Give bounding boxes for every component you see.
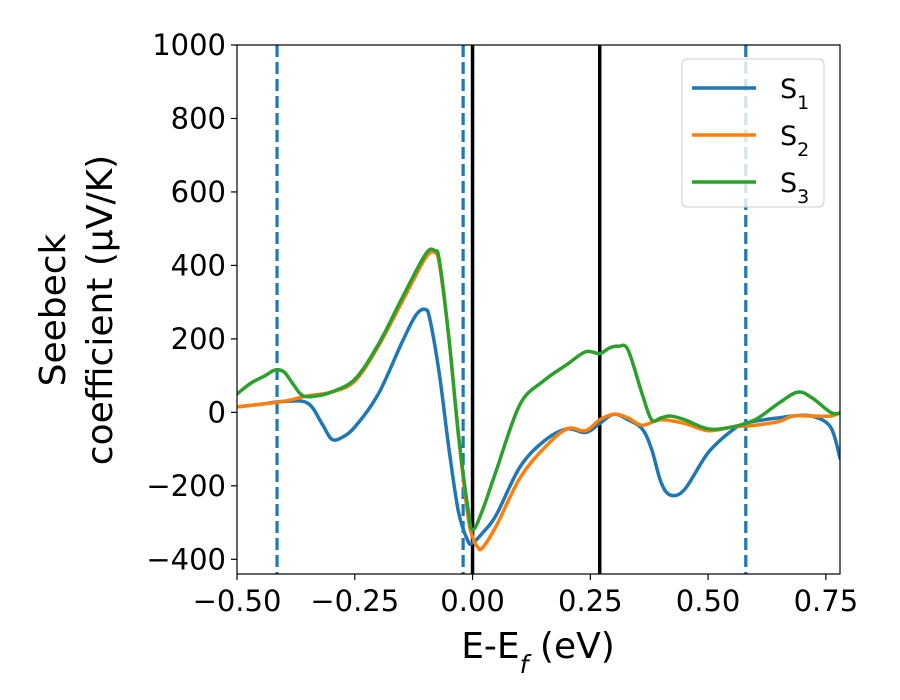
series-line-s2: [237, 249, 840, 552]
y-axis-label-line1: Seebeck: [33, 233, 74, 386]
y-tick-label: 1000: [152, 28, 226, 62]
y-tick-label: 800: [171, 101, 226, 135]
legend: S1 S2 S3: [681, 58, 825, 208]
x-tick-label: 0.50: [676, 584, 741, 618]
legend-label-s2: S2: [780, 121, 809, 161]
y-tick-label: −200: [146, 469, 226, 503]
plot-frame: [236, 44, 841, 575]
legend-label-s3: S3: [780, 168, 809, 208]
series-lines: [237, 247, 840, 552]
x-tick-label: −0.25: [310, 584, 399, 618]
y-tick-label: 0: [208, 395, 226, 429]
y-tick-label: 400: [171, 248, 226, 282]
legend-label-s1: S1: [780, 74, 809, 114]
y-tick-label: −400: [146, 542, 226, 576]
legend-box: [681, 58, 825, 208]
x-axis-label: E-Ef (eV): [461, 626, 615, 679]
x-tick-label: 0.00: [440, 584, 505, 618]
x-tick-label: 0.75: [794, 584, 859, 618]
y-tick-label: 600: [171, 175, 226, 209]
series-line-s3: [237, 247, 840, 532]
x-axis: −0.50 −0.25 0.00 0.25 0.50 0.75: [193, 574, 859, 618]
y-axis: −400 −200 0 200 400 600 800 1000: [146, 28, 237, 576]
y-axis-label-line2: coefficient (μV/K): [80, 155, 121, 465]
x-tick-label: −0.50: [193, 584, 282, 618]
x-tick-label: 0.25: [558, 584, 623, 618]
y-tick-label: 200: [171, 322, 226, 356]
